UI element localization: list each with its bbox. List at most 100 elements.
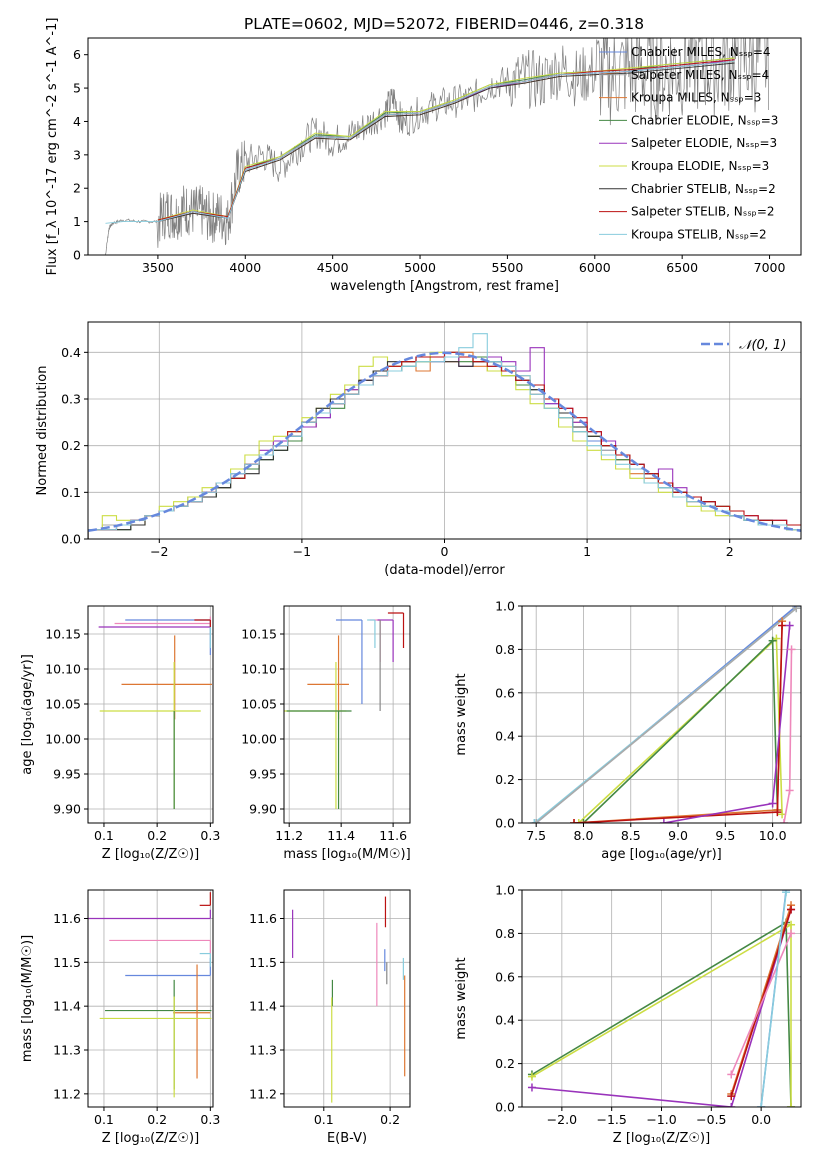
y-tick-label: 10.05 bbox=[45, 697, 81, 712]
y-tick-label: 11.5 bbox=[249, 955, 277, 970]
y-tick-label: 0.3 bbox=[61, 392, 81, 407]
x-axis-label: (data-model)/error bbox=[384, 563, 505, 578]
y-tick-label: 9.90 bbox=[249, 802, 277, 817]
axes-frame bbox=[87, 889, 214, 1108]
legend-label: Kroupa MILES, Nₛₛₚ=3 bbox=[631, 91, 761, 105]
x-tick-label: 7.5 bbox=[526, 828, 546, 843]
y-axis-label: Flux [f_λ 10^-17 erg cm^-2 s^-1 A^-1] bbox=[45, 18, 60, 276]
x-tick-label: 2 bbox=[726, 544, 734, 559]
y-tick-label: 0.8 bbox=[495, 926, 515, 941]
y-tick-label: 6 bbox=[73, 47, 81, 62]
x-tick-label: 0.3 bbox=[200, 1112, 220, 1127]
y-tick-label: 0.8 bbox=[495, 642, 515, 657]
y-axis-label: Normed distribution bbox=[35, 366, 50, 496]
x-tick-label: 10.0 bbox=[759, 828, 787, 843]
y-tick-label: 0.4 bbox=[61, 345, 81, 360]
plot-area bbox=[88, 333, 801, 539]
spectrum-panel: Chabrier MILES, Nₛₛₚ=4 Salpeter MILES, Nₛ… bbox=[45, 18, 802, 294]
x-tick-label: 5500 bbox=[492, 260, 524, 275]
x-axis-label: age [log₁₀(age/yr)] bbox=[601, 847, 722, 862]
x-tick-label: −1.5 bbox=[596, 1112, 626, 1127]
y-tick-label: 9.95 bbox=[249, 767, 277, 782]
weight-line bbox=[531, 909, 792, 1107]
x-tick-label: 6000 bbox=[579, 260, 611, 275]
y-tick-label: 4 bbox=[73, 114, 81, 129]
y-tick-label: 0.1 bbox=[61, 485, 81, 500]
y-tick-label: 11.3 bbox=[249, 1043, 277, 1058]
normal-curve bbox=[88, 351, 801, 533]
y-tick-label: 10.15 bbox=[241, 627, 277, 642]
model-spectrum-line bbox=[105, 60, 735, 224]
y-tick-label: 10.00 bbox=[45, 732, 81, 747]
x-tick-label: 11.4 bbox=[327, 828, 355, 843]
y-tick-label: 5 bbox=[73, 81, 81, 96]
y-tick-label: 10.15 bbox=[45, 627, 81, 642]
weight-line bbox=[582, 638, 779, 823]
x-tick-label: 9.0 bbox=[668, 828, 688, 843]
weight-line bbox=[663, 625, 791, 823]
model-spectrum-line bbox=[157, 62, 735, 223]
x-tick-label: 0.0 bbox=[751, 1112, 771, 1127]
legend-label: Kroupa STELIB, Nₛₛₚ=2 bbox=[631, 227, 767, 241]
y-tick-label: 0.6 bbox=[495, 969, 515, 984]
y-tick-label: 0.2 bbox=[495, 772, 515, 787]
y-tick-label: 3 bbox=[73, 147, 81, 162]
weight-line bbox=[578, 636, 783, 823]
x-tick-label: 0.1 bbox=[94, 828, 114, 843]
y-tick-label: 0.4 bbox=[495, 1013, 515, 1028]
y-tick-label: 11.6 bbox=[249, 911, 277, 926]
y-tick-label: 0.0 bbox=[495, 816, 515, 831]
legend-label: 𝒩(0, 1) bbox=[739, 338, 786, 353]
y-tick-label: 0 bbox=[73, 248, 81, 263]
x-tick-label: 0.3 bbox=[200, 828, 220, 843]
legend-label: Salpeter MILES, Nₛₛₚ=4 bbox=[631, 68, 769, 82]
y-tick-label: 0.4 bbox=[495, 729, 515, 744]
y-tick-label: 11.3 bbox=[53, 1043, 81, 1058]
y-tick-label: 0.2 bbox=[495, 1056, 515, 1071]
legend-label: Salpeter ELODIE, Nₛₛₚ=3 bbox=[631, 136, 777, 150]
y-axis-label: mass weight bbox=[454, 957, 469, 1039]
weight-vs-age-panel: 7.5 8.0 8.5 9.0 9.5 10.0 0.0 0.2 0.4 0.6 0.8 1.0 age… bbox=[454, 599, 802, 862]
x-tick-label: 1 bbox=[583, 544, 591, 559]
legend-label: Chabrier MILES, Nₛₛₚ=4 bbox=[631, 45, 771, 59]
x-tick-label: 11.6 bbox=[379, 828, 407, 843]
y-tick-label: 11.2 bbox=[53, 1086, 81, 1101]
axes-frame bbox=[87, 37, 802, 256]
x-tick-label: 4000 bbox=[229, 260, 261, 275]
y-tick-label: 11.5 bbox=[53, 955, 81, 970]
axes-frame bbox=[283, 889, 411, 1108]
y-axis-label: mass [log₁₀(M/M☉)] bbox=[20, 935, 35, 1062]
histogram-step bbox=[88, 333, 801, 539]
x-tick-label: 11.2 bbox=[275, 828, 303, 843]
y-tick-label: 11.2 bbox=[249, 1086, 277, 1101]
legend-label: Chabrier STELIB, Nₛₛₚ=2 bbox=[631, 182, 776, 196]
plot-area bbox=[292, 896, 406, 1103]
x-tick-label: 7000 bbox=[754, 260, 786, 275]
y-tick-label: 11.4 bbox=[249, 999, 277, 1014]
x-tick-label: −2.0 bbox=[547, 1112, 577, 1127]
y-tick-label: 9.95 bbox=[53, 767, 81, 782]
mass-vs-metallicity-panel: 0.1 0.2 0.3 11.2 11.3 11.4 11.5 11.6 Z [log₁₀(Z/… bbox=[20, 889, 220, 1146]
y-axis-label: age [log₁₀(age/yr)] bbox=[20, 654, 35, 775]
x-tick-label: −0.5 bbox=[696, 1112, 726, 1127]
y-tick-label: 10.10 bbox=[241, 662, 277, 677]
weight-vs-metallicity-panel: −2.0 −1.5 −1.0 −0.5 0.0 0.0 0.2 0.4 0.6 0.8 1.0 Z [… bbox=[454, 883, 802, 1146]
x-tick-label: 0.1 bbox=[94, 1112, 114, 1127]
model-spectrum-line bbox=[157, 57, 735, 221]
x-tick-label: 5000 bbox=[404, 260, 436, 275]
y-tick-label: 9.90 bbox=[53, 802, 81, 817]
axes-frame bbox=[521, 605, 802, 824]
x-tick-label: −1 bbox=[293, 544, 311, 559]
x-axis-label: Z [log₁₀(Z/Z☉)] bbox=[102, 847, 199, 862]
figure-title: PLATE=0602, MJD=52072, FIBERID=0446, z=0… bbox=[244, 15, 644, 33]
x-tick-label: −1.0 bbox=[646, 1112, 676, 1127]
x-tick-label: 0.1 bbox=[314, 1112, 334, 1127]
x-tick-label: 0.2 bbox=[147, 828, 167, 843]
y-tick-label: 2 bbox=[73, 181, 81, 196]
x-axis-label: wavelength [Angstrom, rest frame] bbox=[330, 279, 559, 294]
plot-area bbox=[98, 616, 212, 809]
y-tick-label: 10.10 bbox=[45, 662, 81, 677]
x-tick-label: −2 bbox=[150, 544, 168, 559]
legend-label: Salpeter STELIB, Nₛₛₚ=2 bbox=[631, 205, 775, 219]
